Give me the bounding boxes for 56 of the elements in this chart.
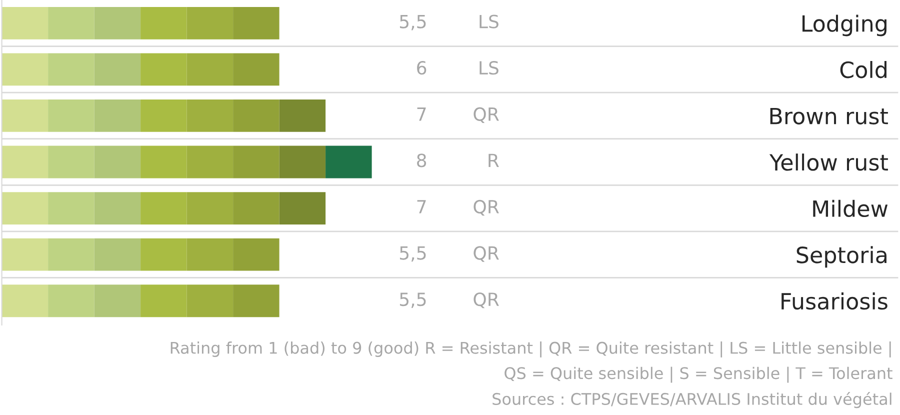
source-note: Sources : CTPS/GEVES/ARVALIS Institut du végétal (492, 392, 892, 408)
bar (48, 100, 94, 132)
bar (94, 53, 141, 86)
bar (2, 192, 48, 224)
text: QS = Quite sensible | S = Sensible | T = Tolerant (504, 366, 892, 383)
text: 7 (417, 108, 426, 121)
bar (233, 100, 280, 132)
y-tick-label: Mildew (813, 200, 888, 218)
bar (48, 146, 94, 178)
y-tick-label: Fusariosis (782, 292, 888, 310)
bar (233, 53, 280, 86)
text: 7 (417, 200, 426, 214)
bar (94, 238, 141, 271)
bar (233, 6, 280, 40)
bar (233, 192, 280, 224)
y-tick-label: Yellow rust (769, 154, 888, 171)
text: QR (474, 246, 499, 262)
bar (48, 284, 94, 318)
bar (48, 53, 94, 86)
bar (94, 284, 141, 318)
y-tick-label: Cold (840, 60, 886, 78)
text: 5,5 (400, 246, 426, 262)
bar (2, 284, 48, 318)
bar (94, 100, 141, 132)
bar (279, 100, 326, 132)
text: 5,5 (400, 14, 426, 30)
bar (48, 192, 94, 224)
bar (2, 53, 48, 86)
text: Rating from 1 (bad) to 9 (good) R = Resistant | QR = Quite resistant | LS = Little sensible | (170, 341, 891, 358)
text: QR (474, 200, 499, 216)
bar (48, 6, 94, 40)
text: LS (480, 61, 498, 75)
bar (233, 238, 280, 271)
bar (233, 284, 280, 318)
bar (326, 146, 372, 178)
bar (2, 238, 48, 271)
bar (233, 146, 280, 178)
bar (94, 192, 141, 224)
text: 6 (417, 61, 426, 75)
bar (2, 146, 48, 178)
y-tick-label: Septoria (796, 246, 886, 268)
text: 5,5 (400, 292, 426, 308)
text: R (488, 154, 499, 167)
bar (94, 6, 141, 40)
bar (48, 238, 94, 271)
text: QR (474, 292, 499, 308)
text: 8 (417, 154, 426, 168)
text: LS (480, 14, 498, 28)
bar (2, 100, 48, 132)
text: QR (474, 107, 499, 124)
y-tick-label: Brown rust (770, 108, 888, 124)
y-tick-label: Lodging (802, 14, 886, 36)
bar (279, 146, 326, 178)
bar (2, 6, 48, 40)
bar (94, 146, 141, 178)
bar (279, 192, 326, 224)
